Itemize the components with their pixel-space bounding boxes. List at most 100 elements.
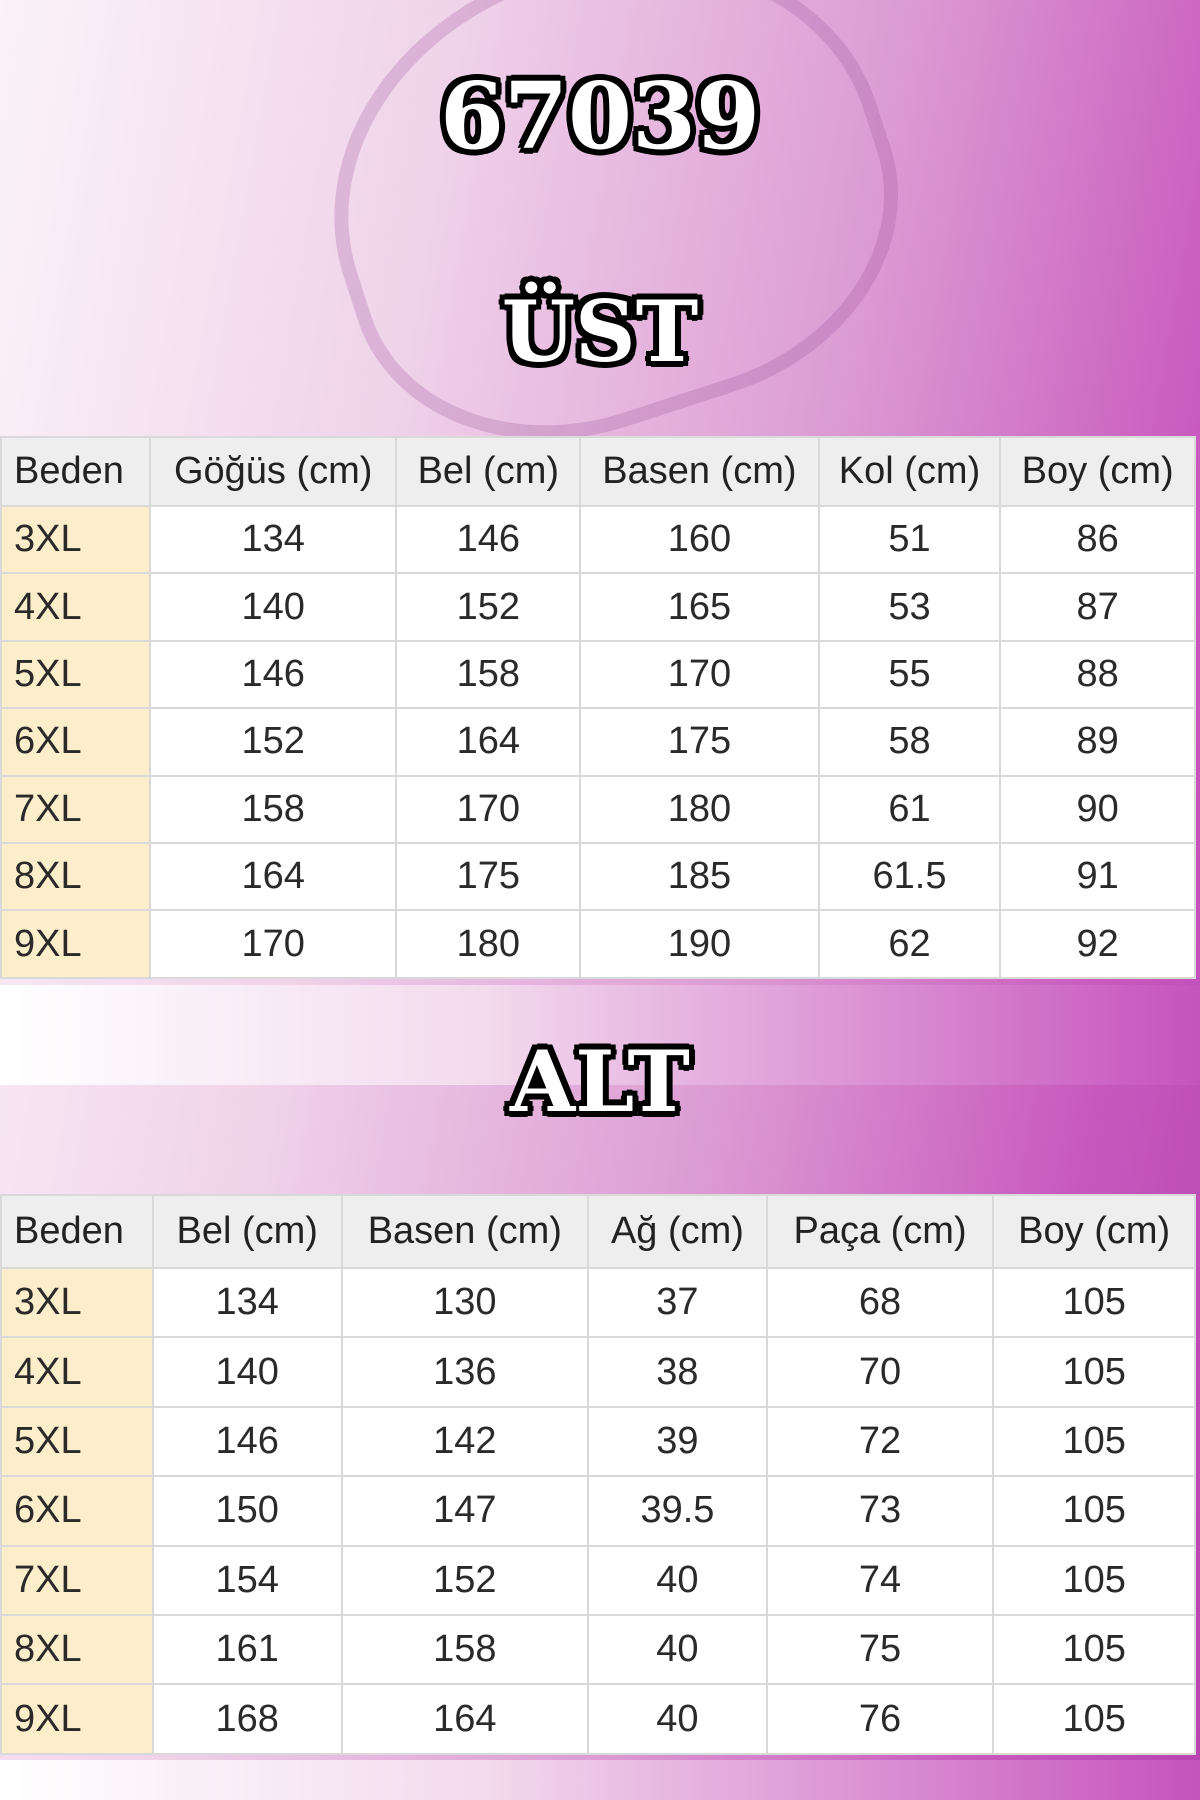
measurement-cell: 61.5 (817, 841, 1002, 912)
measurement-cell: 175 (395, 841, 582, 912)
measurement-cell: 39 (587, 1405, 768, 1478)
measurement-cell: 150 (151, 1475, 343, 1547)
measurement-cell: 180 (395, 909, 582, 979)
measurement-cell: 39.5 (587, 1475, 768, 1547)
measurement-cell: 175 (579, 707, 820, 777)
measurement-cell: 161 (151, 1613, 343, 1686)
column-header: Boy (cm) (999, 436, 1196, 507)
measurement-cell: 105 (992, 1683, 1196, 1755)
measurement-cell: 147 (340, 1475, 590, 1547)
column-header: Boy (cm) (992, 1194, 1196, 1269)
column-header: Kol (cm) (817, 436, 1002, 507)
size-cell: 9XL (0, 909, 151, 979)
measurement-cell: 58 (817, 707, 1002, 777)
table-header-row: Beden Göğüs (cm) Bel (cm) Basen (cm) Kol (cm… (0, 436, 1196, 507)
measurement-cell: 105 (992, 1405, 1196, 1478)
measurement-cell: 75 (765, 1613, 995, 1686)
table-row: 9XL 170 180 190 62 92 (0, 909, 1196, 979)
measurement-cell: 89 (999, 707, 1196, 777)
measurement-cell: 170 (148, 909, 398, 979)
measurement-cell: 185 (579, 841, 820, 912)
measurement-cell: 38 (587, 1336, 768, 1408)
size-cell: 5XL (0, 639, 151, 710)
size-cell: 3XL (0, 1266, 154, 1339)
column-header: Bel (cm) (151, 1194, 343, 1269)
measurement-cell: 160 (579, 504, 820, 575)
measurement-cell: 40 (587, 1613, 768, 1686)
measurement-cell: 76 (765, 1683, 995, 1755)
table-row: 8XL 161 158 40 75 105 (0, 1613, 1196, 1686)
table-row: 3XL 134 146 160 51 86 (0, 504, 1196, 575)
measurement-cell: 105 (992, 1266, 1196, 1339)
column-header: Beden (0, 1194, 154, 1269)
column-header: Ağ (cm) (587, 1194, 768, 1269)
bottom-size-table: Beden Bel (cm) Basen (cm) Ağ (cm) Paça (cm) B… (0, 1194, 1196, 1755)
table-row: 4XL 140 136 38 70 105 (0, 1336, 1196, 1408)
measurement-cell: 92 (999, 909, 1196, 979)
size-cell: 8XL (0, 1613, 154, 1686)
measurement-cell: 168 (151, 1683, 343, 1755)
column-header: Basen (cm) (579, 436, 820, 507)
measurement-cell: 140 (148, 572, 398, 642)
column-header: Paça (cm) (765, 1194, 995, 1269)
column-header: Beden (0, 436, 151, 507)
measurement-cell: 146 (151, 1405, 343, 1478)
measurement-cell: 70 (765, 1336, 995, 1408)
measurement-cell: 72 (765, 1405, 995, 1478)
table-row: 4XL 140 152 165 53 87 (0, 572, 1196, 642)
measurement-cell: 105 (992, 1544, 1196, 1616)
table-row: 5XL 146 158 170 55 88 (0, 639, 1196, 710)
measurement-cell: 154 (151, 1544, 343, 1616)
background-band (0, 985, 1200, 1085)
measurement-cell: 74 (765, 1544, 995, 1616)
measurement-cell: 158 (395, 639, 582, 710)
size-cell: 4XL (0, 1336, 154, 1408)
table-row: 7XL 158 170 180 61 90 (0, 774, 1196, 844)
size-cell: 6XL (0, 1475, 154, 1547)
measurement-cell: 142 (340, 1405, 590, 1478)
table-row: 3XL 134 130 37 68 105 (0, 1266, 1196, 1339)
product-code: 67039 (439, 62, 761, 170)
measurement-cell: 136 (340, 1336, 590, 1408)
size-cell: 6XL (0, 707, 151, 777)
column-header: Bel (cm) (395, 436, 582, 507)
measurement-cell: 190 (579, 909, 820, 979)
measurement-cell: 152 (395, 572, 582, 642)
table-row: 6XL 150 147 39.5 73 105 (0, 1475, 1196, 1547)
size-cell: 7XL (0, 1544, 154, 1616)
measurement-cell: 88 (999, 639, 1196, 710)
measurement-cell: 86 (999, 504, 1196, 575)
table-header-row: Beden Bel (cm) Basen (cm) Ağ (cm) Paça (cm) B… (0, 1194, 1196, 1269)
table-row: 7XL 154 152 40 74 105 (0, 1544, 1196, 1616)
measurement-cell: 140 (151, 1336, 343, 1408)
measurement-cell: 73 (765, 1475, 995, 1547)
column-header: Göğüs (cm) (148, 436, 398, 507)
measurement-cell: 164 (148, 841, 398, 912)
measurement-cell: 130 (340, 1266, 590, 1339)
table-row: 5XL 146 142 39 72 105 (0, 1405, 1196, 1478)
measurement-cell: 105 (992, 1613, 1196, 1686)
top-size-table: Beden Göğüs (cm) Bel (cm) Basen (cm) Kol (cm… (0, 436, 1196, 979)
size-cell: 8XL (0, 841, 151, 912)
measurement-cell: 152 (148, 707, 398, 777)
measurement-cell: 165 (579, 572, 820, 642)
measurement-cell: 55 (817, 639, 1002, 710)
size-cell: 9XL (0, 1683, 154, 1755)
measurement-cell: 37 (587, 1266, 768, 1339)
measurement-cell: 152 (340, 1544, 590, 1616)
size-cell: 7XL (0, 774, 151, 844)
measurement-cell: 158 (148, 774, 398, 844)
measurement-cell: 61 (817, 774, 1002, 844)
measurement-cell: 134 (148, 504, 398, 575)
measurement-cell: 146 (148, 639, 398, 710)
measurement-cell: 90 (999, 774, 1196, 844)
measurement-cell: 105 (992, 1475, 1196, 1547)
size-cell: 4XL (0, 572, 151, 642)
table-row: 8XL 164 175 185 61.5 91 (0, 841, 1196, 912)
measurement-cell: 40 (587, 1544, 768, 1616)
bottom-section-title: ALT (510, 1032, 690, 1131)
top-section-title: ÜST (501, 282, 699, 381)
column-header: Basen (cm) (340, 1194, 590, 1269)
measurement-cell: 164 (340, 1683, 590, 1755)
table-row: 9XL 168 164 40 76 105 (0, 1683, 1196, 1755)
